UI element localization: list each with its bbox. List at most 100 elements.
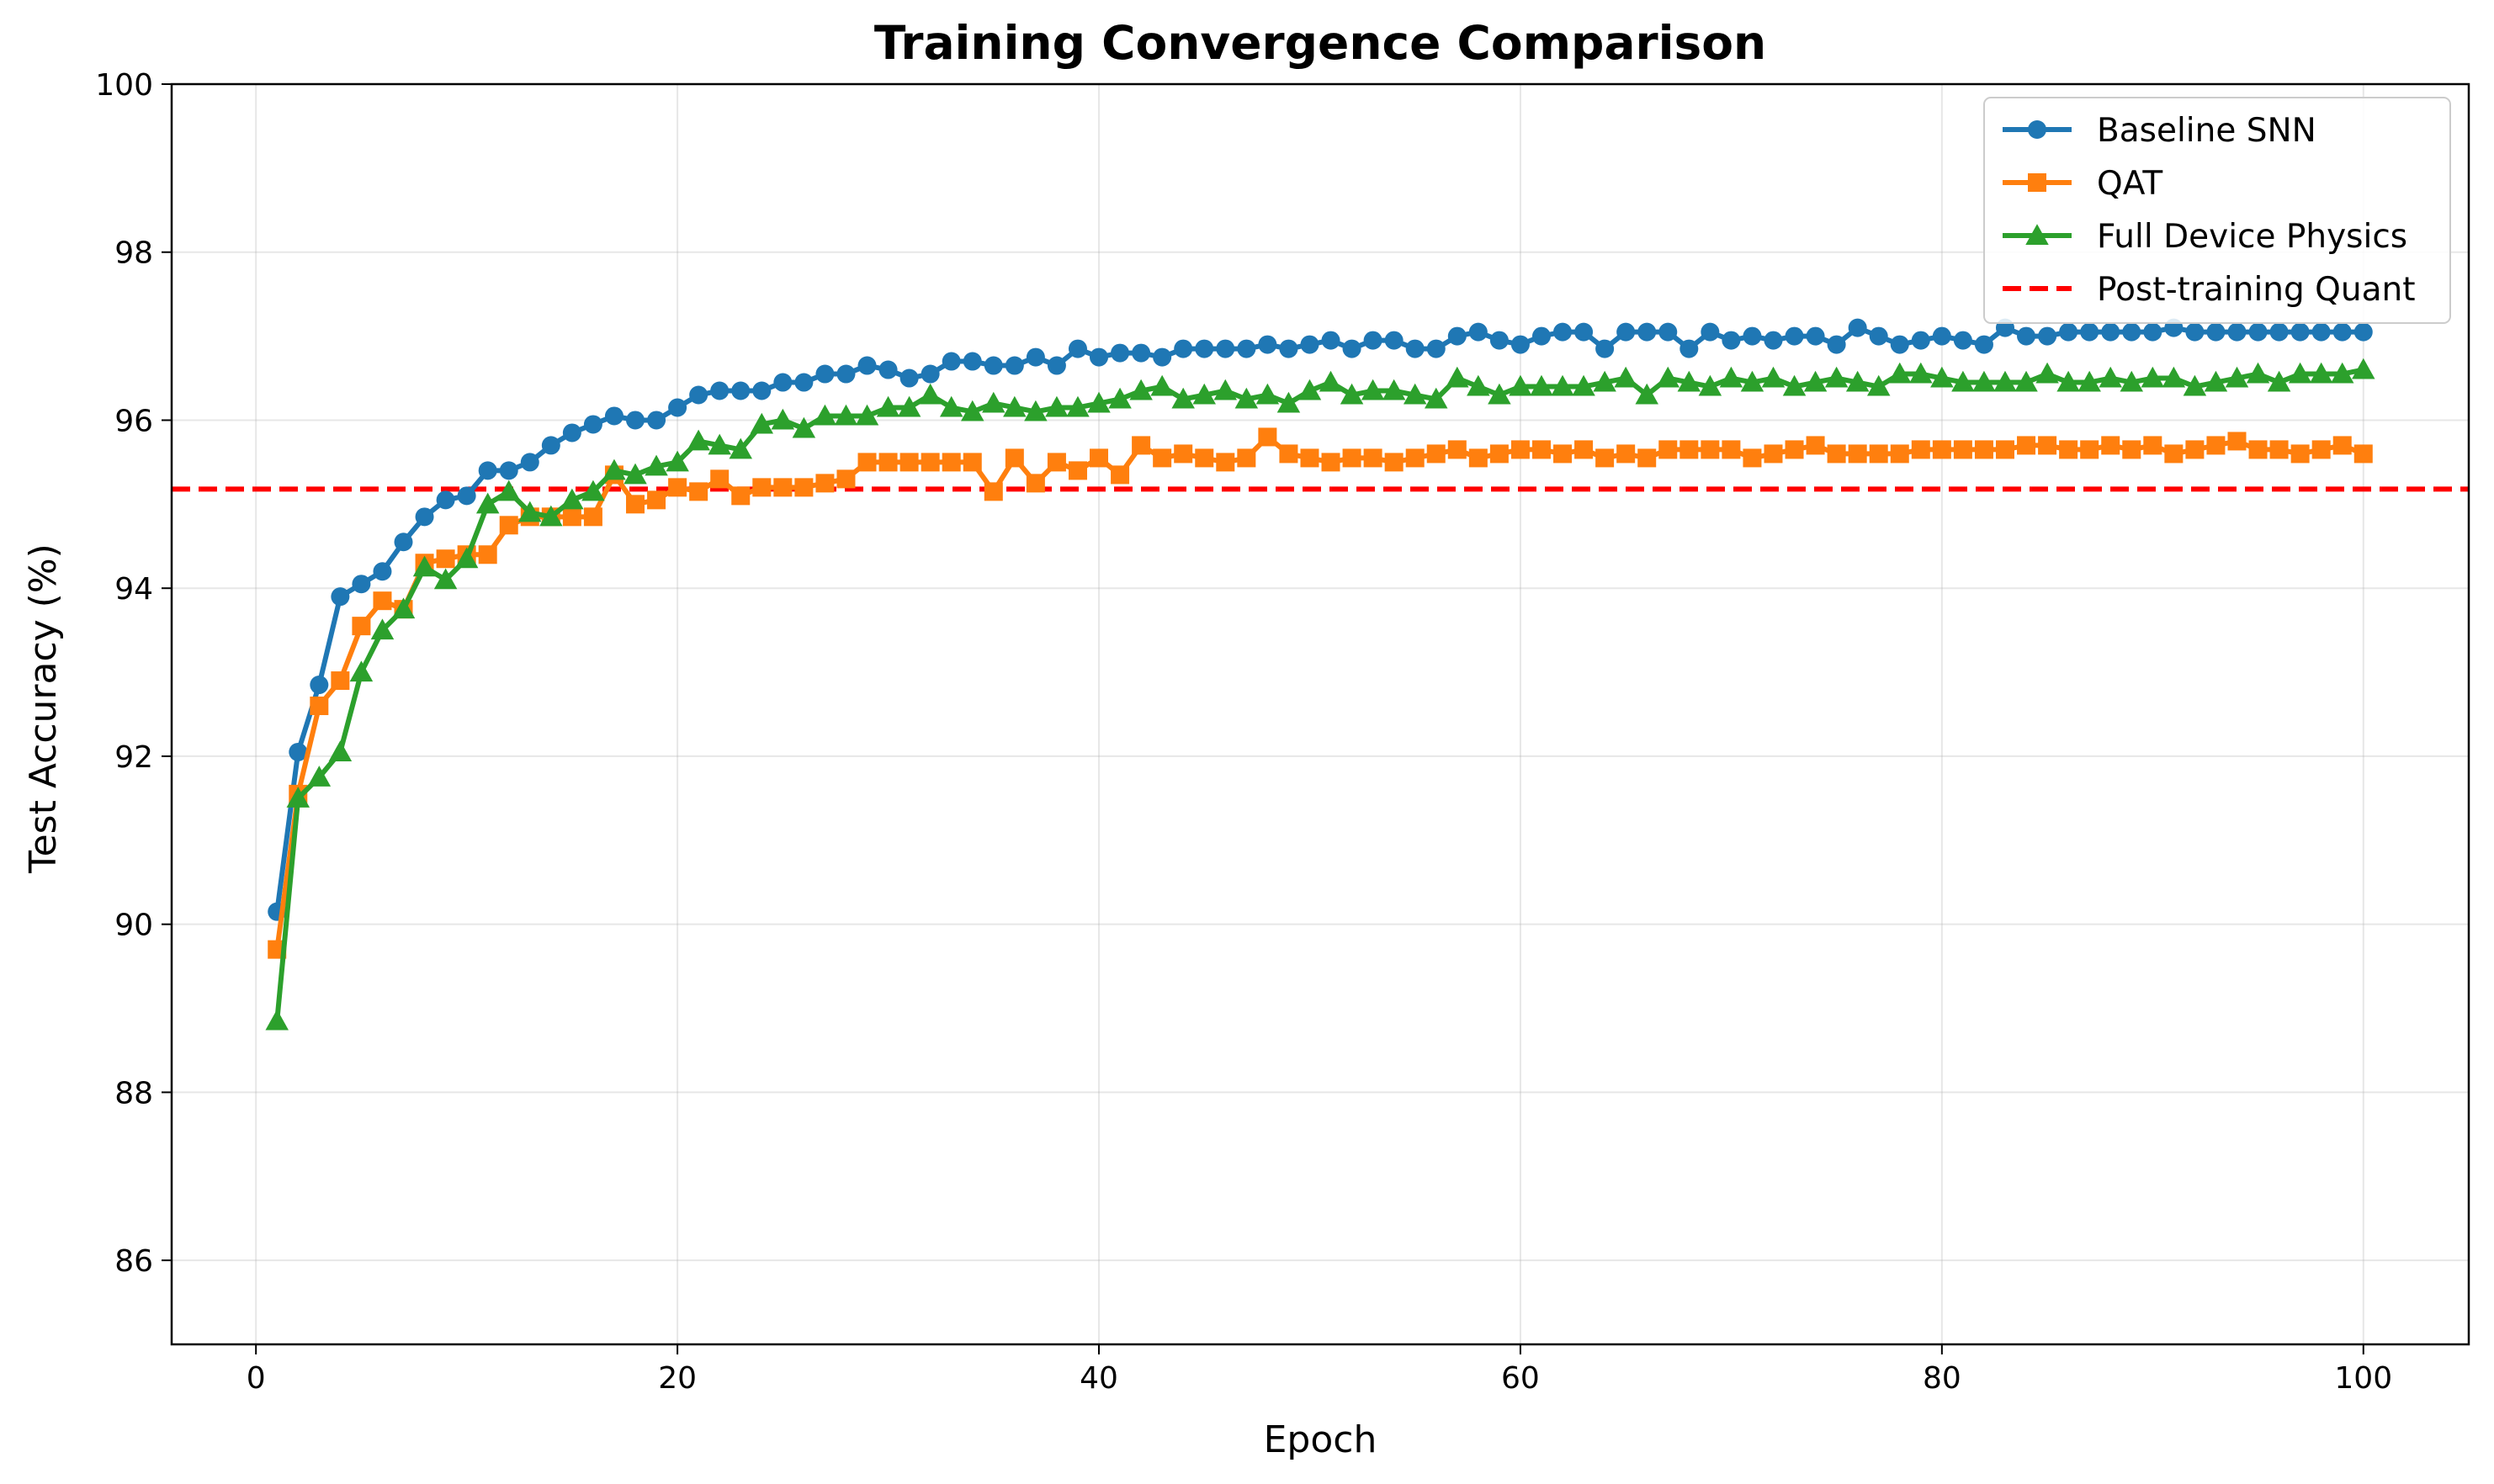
data-point (1574, 440, 1594, 459)
data-point (1530, 374, 1553, 396)
data-point (391, 597, 416, 619)
data-point (2038, 436, 2057, 455)
data-point (626, 411, 645, 430)
data-point (2248, 322, 2268, 342)
data-point (1237, 448, 1256, 468)
legend-label: QAT (2097, 165, 2162, 203)
data-point (982, 391, 1006, 413)
data-point (1616, 444, 1636, 464)
data-point (1488, 383, 1511, 405)
data-point (1593, 370, 1616, 392)
data-point (773, 373, 793, 392)
data-point (1321, 331, 1340, 350)
data-point (2141, 366, 2165, 388)
data-point (2352, 358, 2375, 379)
data-point (583, 415, 602, 434)
data-point (496, 480, 521, 501)
data-point (2017, 326, 2036, 346)
data-point (1658, 440, 1678, 459)
series-baseline-snn (268, 318, 2373, 921)
series-line (274, 434, 2364, 951)
data-point (752, 381, 772, 400)
x-tick-label: 100 (2334, 1361, 2392, 1396)
data-point (436, 549, 455, 569)
y-tick-label: 88 (114, 1076, 153, 1110)
data-point (1087, 391, 1111, 413)
data-point (1384, 331, 1404, 350)
data-point (541, 436, 560, 455)
data-point (1300, 448, 1319, 468)
data-point (1426, 339, 1446, 358)
data-point (1403, 383, 1427, 405)
data-point (899, 453, 919, 472)
data-point (2290, 322, 2310, 342)
data-point (2185, 440, 2205, 459)
data-point (1510, 335, 1530, 354)
data-point (475, 492, 500, 514)
data-point (433, 568, 458, 590)
data-point (1764, 444, 1783, 464)
data-point (1153, 347, 1172, 367)
data-point (1574, 322, 1594, 342)
data-point (984, 356, 1003, 375)
data-point (289, 742, 308, 761)
data-point (1005, 356, 1024, 375)
data-point (478, 461, 497, 480)
data-point (1993, 370, 2017, 392)
data-point (2227, 322, 2247, 342)
data-point (1468, 322, 1488, 342)
data-point (2059, 440, 2078, 459)
data-point (647, 490, 666, 510)
data-point (668, 478, 687, 497)
data-point (1614, 366, 1637, 388)
data-point (1701, 322, 1720, 342)
data-point (1509, 374, 1532, 396)
data-point (794, 373, 814, 392)
data-point (499, 461, 518, 480)
data-point (2227, 432, 2247, 451)
data-point (2056, 370, 2080, 392)
x-axis-label: Epoch (1264, 1418, 1377, 1461)
data-point (1974, 335, 1993, 354)
data-point (1319, 370, 1343, 392)
data-point (857, 356, 877, 375)
data-point (1405, 448, 1425, 468)
data-point (1153, 448, 1172, 468)
data-point (773, 478, 793, 497)
data-point (1701, 440, 1720, 459)
data-point (1447, 326, 1467, 346)
data-point (876, 395, 900, 417)
data-point (1572, 374, 1595, 396)
data-point (1068, 461, 1087, 480)
data-point (1132, 436, 1151, 455)
data-point (2288, 362, 2312, 384)
data-point (1026, 347, 1045, 367)
data-point (2225, 366, 2249, 388)
data-point (834, 404, 858, 426)
data-point (1909, 362, 1933, 384)
data-point (1213, 379, 1238, 400)
data-point (2028, 173, 2046, 192)
data-point (689, 482, 708, 501)
data-point (1743, 326, 1762, 346)
legend-label: Baseline SNN (2097, 112, 2316, 150)
data-point (415, 507, 434, 527)
data-point (2122, 322, 2141, 342)
data-point (2162, 366, 2186, 388)
data-point (412, 555, 437, 577)
data-point (265, 1009, 289, 1031)
data-point (1866, 374, 1891, 396)
data-point (2206, 436, 2226, 455)
x-tick-label: 0 (247, 1361, 266, 1396)
data-point (1848, 318, 1867, 337)
data-point (1258, 335, 1277, 354)
data-point (2183, 374, 2207, 396)
data-point (1171, 387, 1195, 409)
data-point (1761, 366, 1786, 388)
data-point (1258, 427, 1277, 447)
data-point (1340, 383, 1364, 405)
data-point (1551, 374, 1574, 396)
data-point (1972, 370, 1996, 392)
data-point (520, 453, 539, 472)
